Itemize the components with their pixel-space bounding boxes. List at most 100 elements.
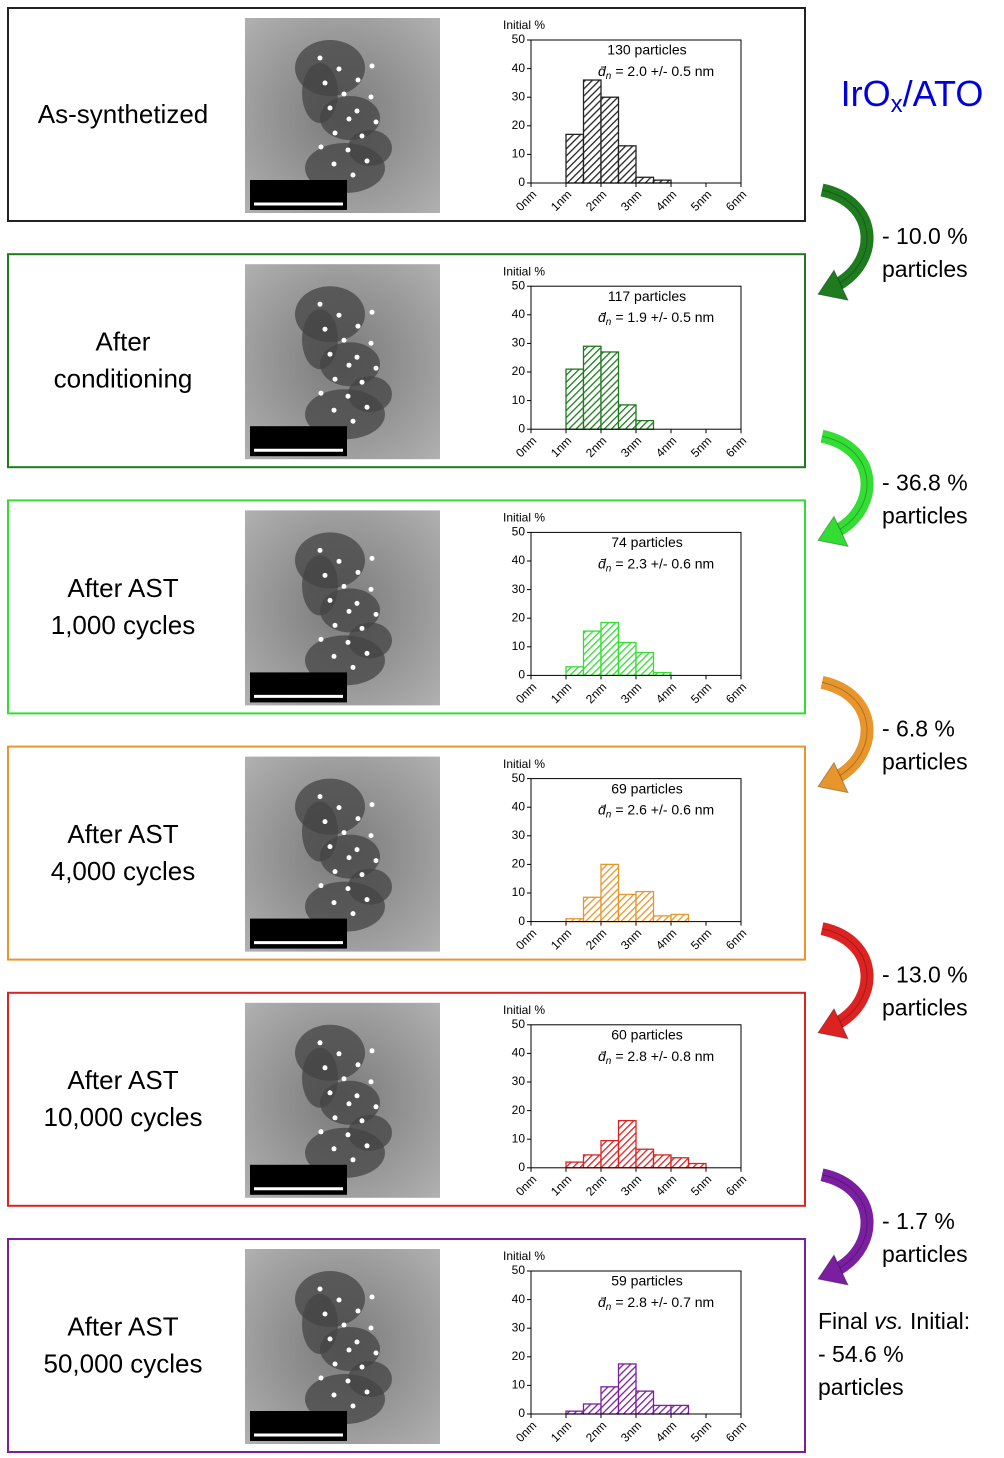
x-tick-label: 4nm [653, 434, 679, 460]
mean-value: = 2.3 +/- 0.6 nm [615, 555, 714, 571]
panel-label: After AST [67, 1311, 178, 1341]
transition-change: - 6.8 % [882, 715, 955, 741]
tem-dot [332, 376, 338, 382]
tem-dot [318, 144, 324, 150]
tem-dot [345, 1132, 351, 1138]
mean-symbol: d̄ [598, 555, 607, 571]
histogram-bar [687, 1162, 707, 1169]
x-tick-label: 5nm [688, 434, 714, 460]
tem-dot [336, 805, 342, 811]
x-tick-label: 2nm [583, 1418, 609, 1444]
histogram-bar [652, 1404, 672, 1415]
tem-dot [355, 77, 361, 83]
transition-arrowhead [817, 761, 849, 794]
mean-subscript: n [606, 563, 612, 574]
tem-dot [359, 872, 365, 878]
x-tick-label: 3nm [618, 1172, 644, 1198]
y-axis-label: Initial % [503, 511, 545, 525]
tem-dot [346, 362, 352, 368]
panel-label: After [96, 327, 151, 357]
tem-image: 50 nm [245, 18, 440, 213]
x-tick-label: 5nm [688, 187, 714, 213]
x-tick-label: 6nm [723, 680, 749, 706]
x-tick-label: 3nm [618, 926, 644, 952]
tem-image: 50 nm [245, 264, 440, 460]
tem-particle-cluster [302, 555, 338, 616]
histogram-bar [600, 621, 620, 677]
tem-dot [373, 611, 379, 617]
transition-change: - 1.7 % [882, 1208, 955, 1234]
y-tick-label: 40 [512, 307, 526, 321]
tem-dot [364, 1389, 370, 1395]
histogram-bar [565, 368, 585, 430]
y-tick-label: 20 [512, 857, 526, 871]
tem-dot [350, 911, 356, 917]
x-tick-label: 0nm [513, 1418, 539, 1444]
tem-dot [341, 1322, 347, 1328]
y-axis-label: Initial % [503, 264, 545, 278]
y-axis-label: Initial % [503, 757, 545, 771]
tem-dot [341, 337, 347, 343]
histogram-bar [670, 1404, 690, 1415]
tem-image: 50 nm [245, 1002, 440, 1198]
x-tick-label: 0nm [513, 187, 539, 213]
tem-dot [368, 340, 374, 346]
x-tick-label: 6nm [723, 926, 749, 952]
tem-dot [373, 1104, 379, 1110]
y-tick-label: 0 [518, 1406, 525, 1420]
particle-count: 69 particles [611, 780, 683, 796]
tem-dot [354, 847, 360, 853]
tem-dot [373, 858, 379, 864]
histogram-bar [635, 1390, 655, 1415]
y-tick-label: 50 [512, 32, 526, 46]
y-axis-label: Initial % [503, 18, 545, 32]
x-tick-label: 2nm [583, 434, 609, 460]
tem-dot [364, 1143, 370, 1149]
tem-dot [355, 569, 361, 575]
x-tick-label: 4nm [653, 1418, 679, 1444]
tem-dot [368, 94, 374, 100]
plot-frame [530, 285, 742, 430]
mean-diameter: d̄n = 2.8 +/- 0.8 nm [598, 1048, 714, 1067]
histogram-bar [670, 1157, 690, 1169]
panel-label: As-synthetized [38, 99, 209, 129]
tem-dot [364, 158, 370, 164]
x-tick-label: 5nm [688, 926, 714, 952]
mean-subscript: n [606, 809, 612, 820]
histogram-bar [617, 404, 637, 430]
x-tick-label: 3nm [618, 434, 644, 460]
particle-count: 117 particles [608, 288, 686, 304]
y-tick-label: 30 [512, 1074, 526, 1088]
tem-dot [318, 390, 324, 396]
histogram-bar [617, 1363, 637, 1415]
panel-label: 10,000 cycles [44, 1102, 203, 1132]
x-tick-label: 0nm [513, 926, 539, 952]
tem-dot [346, 1347, 352, 1353]
tem-dot [318, 1129, 324, 1135]
tem-dot [364, 897, 370, 903]
histogram-bar [635, 1148, 655, 1169]
summary-italic: vs. [874, 1308, 903, 1334]
y-tick-label: 30 [512, 1320, 526, 1334]
y-tick-label: 40 [512, 61, 526, 75]
mean-value: = 2.8 +/- 0.8 nm [615, 1048, 714, 1064]
tem-dot [331, 1392, 337, 1398]
x-tick-label: 1nm [548, 680, 574, 706]
tem-dot [359, 133, 365, 139]
x-tick-label: 1nm [548, 1172, 574, 1198]
x-tick-label: 2nm [583, 187, 609, 213]
y-tick-label: 50 [512, 278, 526, 292]
tem-dot [350, 664, 356, 670]
panel-label: After AST [67, 573, 178, 603]
y-tick-label: 40 [512, 799, 526, 813]
tem-dot [346, 855, 352, 861]
mean-diameter: d̄n = 2.8 +/- 0.7 nm [598, 1294, 714, 1313]
tem-dot [331, 900, 337, 906]
tem-image: 50 nm [245, 1249, 440, 1444]
histogram-bar [617, 1119, 637, 1169]
tem-dot [354, 1339, 360, 1345]
y-tick-label: 30 [512, 336, 526, 350]
mean-value: = 2.8 +/- 0.7 nm [615, 1294, 714, 1310]
x-tick-label: 5nm [688, 1172, 714, 1198]
tem-dot [322, 1065, 328, 1071]
